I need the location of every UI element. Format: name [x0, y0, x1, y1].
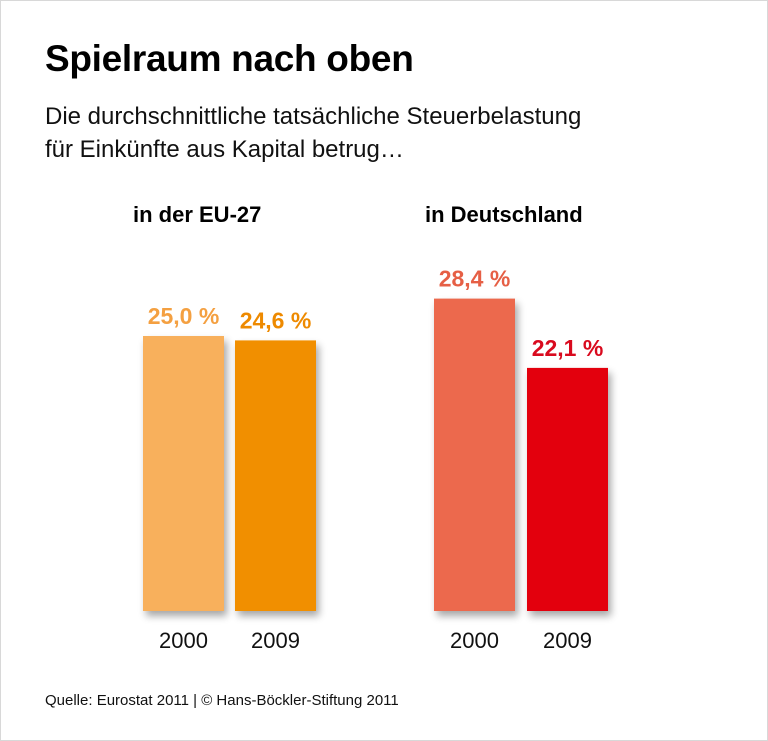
data-label: 28,4 %	[439, 266, 511, 292]
bar-0-2000	[143, 336, 224, 611]
category-label: 2000	[450, 628, 499, 653]
bar-1-2009	[527, 367, 608, 611]
subtitle-line: Die durchschnittliche tatsächliche Steue…	[45, 103, 582, 130]
group-title-de: in Deutschland	[425, 202, 583, 227]
data-label: 24,6 %	[240, 307, 312, 333]
chart-subtitle: Die durchschnittliche tatsächliche Steue…	[45, 100, 581, 166]
bar-0-2009	[235, 340, 316, 611]
category-label: 2009	[251, 628, 300, 653]
chart-title: Spielraum nach oben	[45, 38, 414, 79]
category-label: 2000	[159, 628, 208, 653]
group-title-eu: in der EU-27	[133, 202, 262, 227]
bar-1-2000	[434, 298, 515, 611]
source-note: Quelle: Eurostat 2011 | © Hans-Böckler-S…	[45, 692, 399, 709]
data-label: 25,0 %	[148, 303, 220, 329]
subtitle-line: für Einkünfte aus Kapital betrug…	[45, 136, 404, 163]
category-label: 2009	[543, 628, 592, 653]
data-label: 22,1 %	[532, 335, 604, 361]
